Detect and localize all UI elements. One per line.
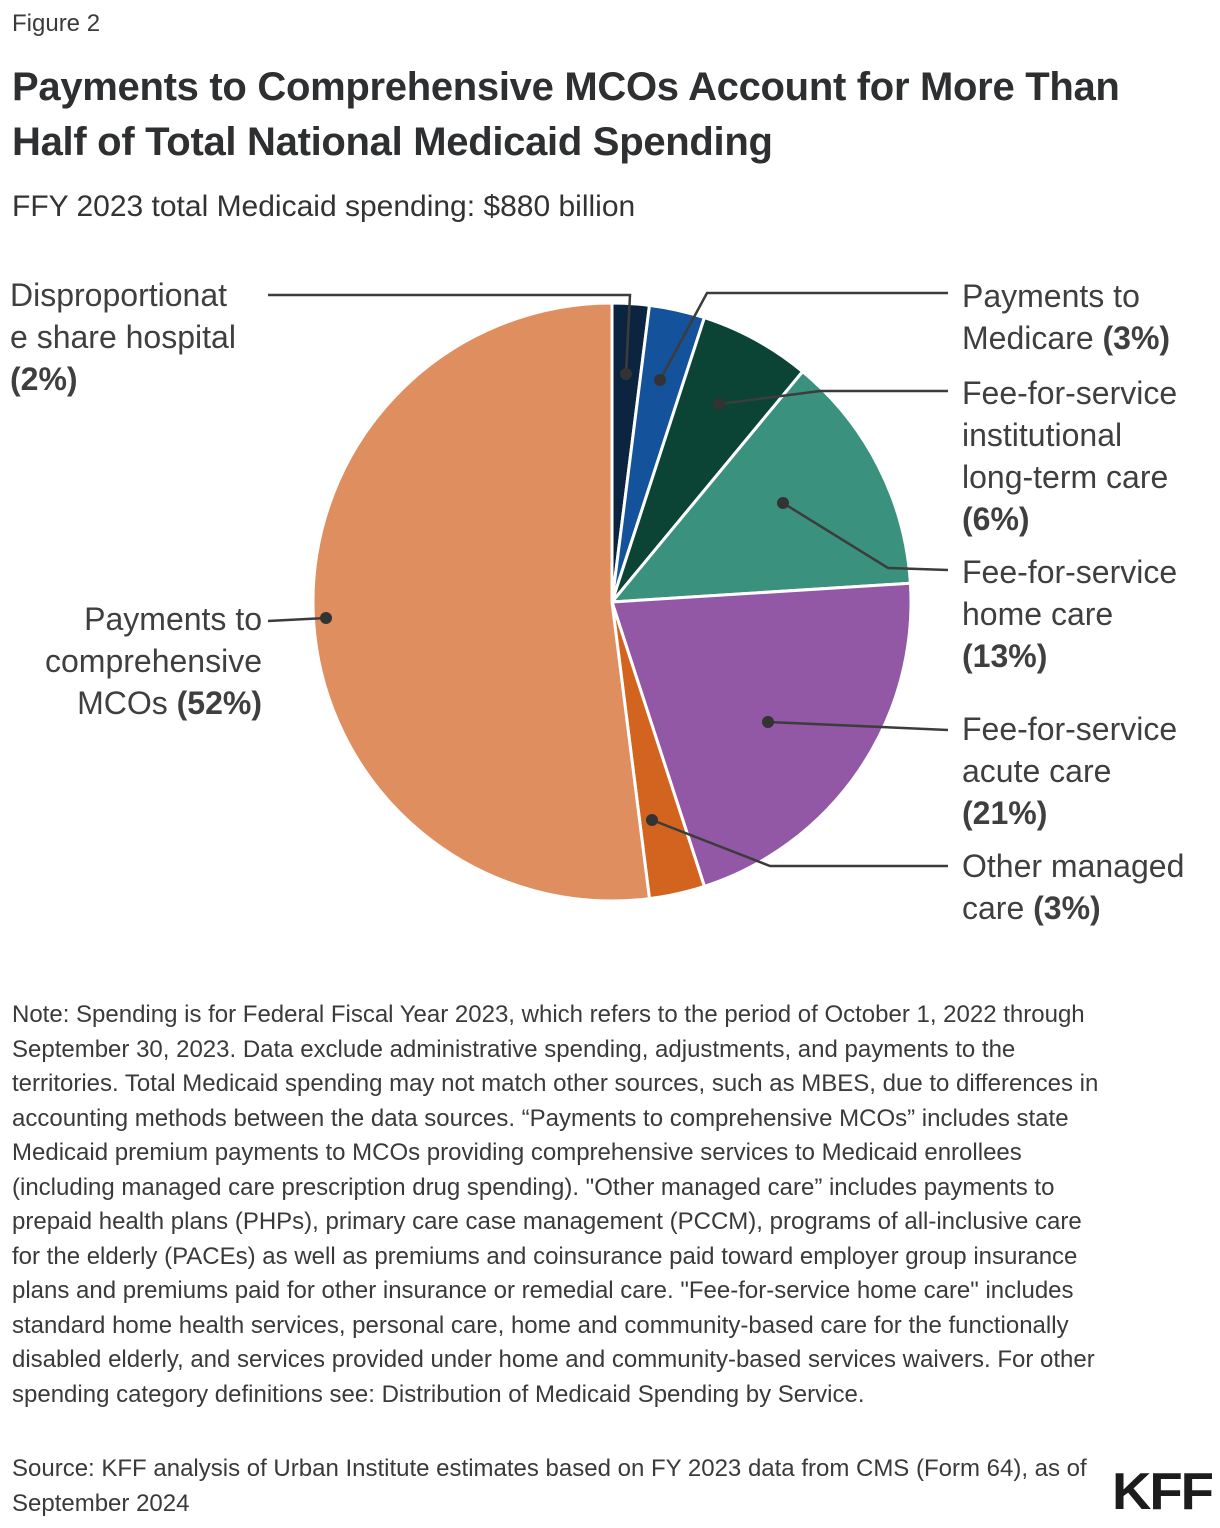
- leader-line: [782, 501, 949, 572]
- callout-text: Fee-for-service institutional long-term …: [962, 375, 1178, 495]
- leader-dot: [762, 716, 774, 728]
- callout-percent: (21%): [962, 795, 1048, 831]
- callout-text: Fee-for-service acute care: [962, 711, 1178, 789]
- leader-line: [718, 389, 948, 406]
- callout-payments-to-medicare: Payments to Medicare (3%): [962, 275, 1218, 359]
- kff-logo: KFF: [1112, 1463, 1214, 1521]
- pie-chart-area: Disproportionat e share hospital (2%) Pa…: [0, 250, 1220, 1010]
- leader-line: [267, 616, 327, 623]
- callout-percent: (6%): [962, 501, 1030, 537]
- leader-line: [268, 293, 632, 375]
- callout-ffs-institutional-long-term-care: Fee-for-service institutional long-term …: [962, 372, 1218, 540]
- leader-line: [651, 818, 948, 868]
- callout-text: Payments to Medicare: [962, 278, 1140, 356]
- page-subtitle: FFY 2023 total Medicaid spending: $880 b…: [12, 190, 636, 223]
- callout-ffs-home-care: Fee-for-service home care (13%): [962, 551, 1218, 677]
- callout-disproportionate-share-hospital: Disproportionat e share hospital (2%): [10, 274, 262, 400]
- leader-line: [658, 291, 948, 381]
- figure-label: Figure 2: [12, 10, 101, 37]
- callout-percent: (3%): [1102, 320, 1171, 356]
- leader-dot: [320, 612, 332, 624]
- source-text: Source: KFF analysis of Urban Institute …: [12, 1455, 1087, 1517]
- callout-percent: (2%): [10, 361, 78, 397]
- callout-comprehensive-mcos: Payments to comprehensive MCOs (52%): [0, 598, 262, 724]
- callout-text: Payments to comprehensive MCOs: [45, 601, 262, 721]
- callout-percent: (52%): [176, 685, 262, 721]
- callout-text: Fee-for-service home care: [962, 554, 1178, 632]
- callout-other-managed-care: Other managed care (3%): [962, 845, 1218, 929]
- pie-slice-payments-to-comprehensive-mcos: [311, 301, 651, 903]
- pie-slice-fee-for-service-acute-care: [610, 581, 913, 888]
- pie-chart-svg: [267, 291, 949, 903]
- note-text: Note: Spending is for Federal Fiscal Yea…: [12, 1001, 1099, 1408]
- callout-percent: (3%): [1033, 890, 1101, 926]
- callout-percent: (13%): [962, 638, 1048, 674]
- callout-ffs-acute-care: Fee-for-service acute care (21%): [962, 708, 1218, 834]
- page-title: Payments to Comprehensive MCOs Account f…: [12, 65, 1120, 164]
- leader-dot: [646, 814, 658, 826]
- leader-dot: [620, 368, 632, 380]
- callout-text: Disproportionat e share hospital: [10, 277, 236, 355]
- leader-dot: [777, 497, 789, 509]
- leader-dot: [713, 398, 725, 410]
- callout-text: Other managed care: [962, 848, 1185, 926]
- pie-slice-fee-for-service-home-care: [610, 370, 912, 604]
- leader-dot: [654, 374, 666, 386]
- leader-line: [767, 720, 949, 732]
